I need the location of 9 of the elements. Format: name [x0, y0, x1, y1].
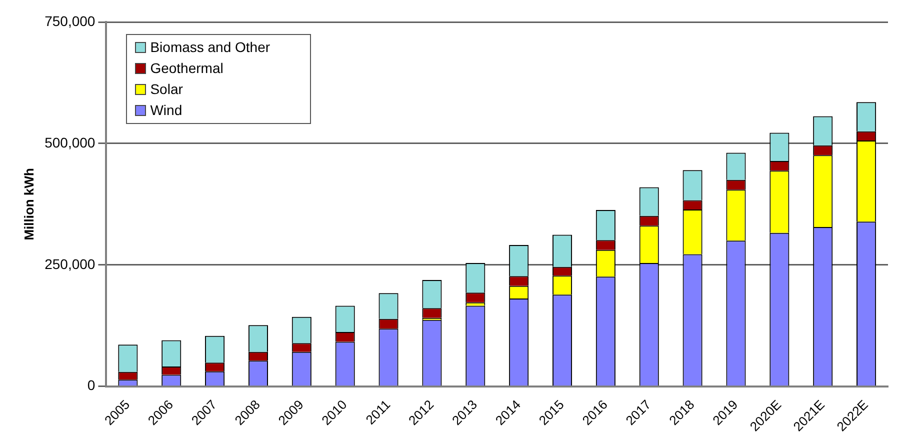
- y-tick-label: 250,000: [44, 256, 96, 272]
- y-axis-title: Million kWh: [21, 168, 36, 240]
- y-tick-label: 0: [87, 377, 96, 394]
- legend-label: Wind: [150, 101, 182, 120]
- legend-label: Biomass and Other: [150, 38, 270, 57]
- y-tick-label: 500,000: [44, 134, 96, 150]
- legend-label: Solar: [150, 80, 183, 99]
- y-tick-label: 750,000: [44, 12, 96, 29]
- legend-label: Geothermal: [150, 59, 224, 78]
